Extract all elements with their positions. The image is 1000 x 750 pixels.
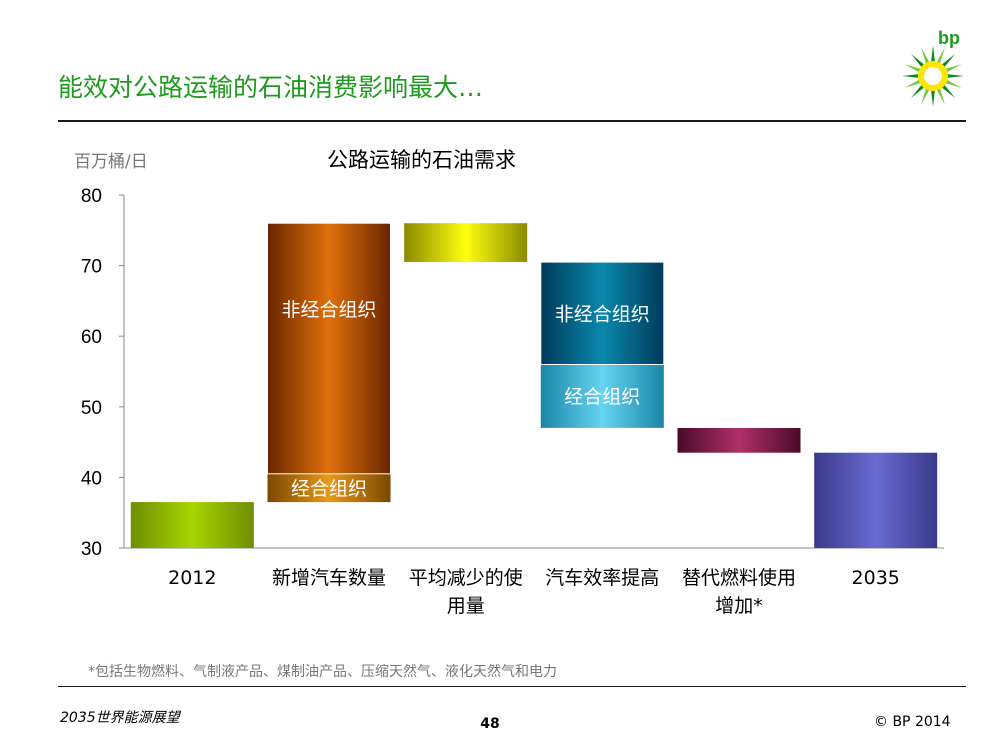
bar-segment: [130, 502, 254, 548]
y-tick-label: 50: [81, 398, 102, 419]
bp-logo-text: bp: [938, 28, 960, 48]
category-label: 平均减少的使: [409, 567, 523, 589]
slide-title: 能效对公路运输的石油消费影响最大…: [58, 73, 484, 102]
footnote: *包括生物燃料、气制液产品、煤制油产品、压缩天然气、液化天然气和电力: [88, 664, 557, 680]
page-number: 48: [480, 716, 500, 732]
category-label: 增加*: [715, 595, 763, 617]
segment-label: 非经合组织: [281, 299, 376, 321]
segment-label: 经合组织: [291, 478, 367, 500]
y-axis-unit: 百万桶/日: [74, 152, 148, 172]
copyright: © BP 2014: [874, 714, 951, 730]
segment-label: 非经合组织: [555, 303, 650, 325]
y-tick-label: 40: [81, 468, 102, 489]
bar-segment: [267, 222, 391, 475]
category-label: 替代燃料使用: [682, 567, 796, 589]
footer-divider: [58, 686, 966, 687]
bar-segment: [677, 428, 801, 453]
category-label: 2012: [168, 567, 216, 589]
category-label: 汽车效率提高: [545, 567, 659, 589]
y-tick-label: 30: [81, 539, 102, 560]
bar-segment: [540, 261, 665, 366]
category-label: 2035: [852, 567, 900, 589]
bar-segment: [404, 223, 528, 262]
publication-name: 2035世界能源展望: [60, 710, 180, 726]
y-tick-label: 80: [81, 186, 102, 207]
bp-logo: bp: [896, 26, 972, 112]
title-divider: [58, 120, 966, 122]
y-tick-label: 60: [81, 327, 102, 348]
bar-segment: [540, 364, 664, 428]
category-label: 用量: [447, 595, 485, 617]
y-tick-label: 70: [81, 257, 102, 278]
bar-segment: [267, 473, 391, 503]
segment-label: 经合组织: [564, 386, 640, 408]
category-label: 新增汽车数量: [272, 567, 386, 589]
chart-title: 公路运输的石油需求: [327, 148, 516, 172]
bar-segment: [814, 452, 938, 548]
